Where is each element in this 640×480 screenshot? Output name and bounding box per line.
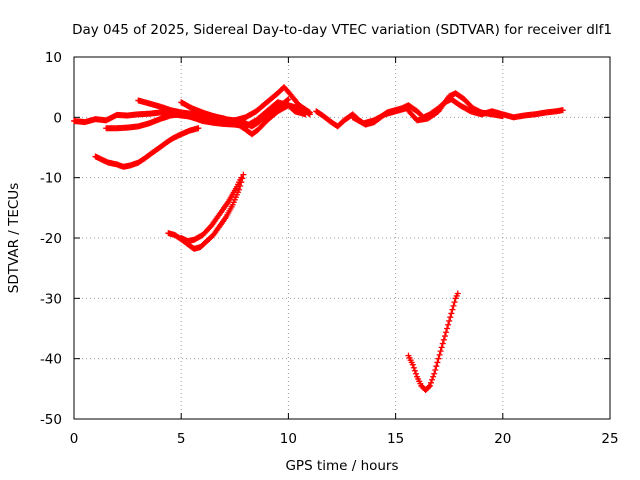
y-tick-label: -20	[40, 231, 62, 247]
y-tick-label: -30	[40, 291, 62, 307]
x-tick-label: 5	[177, 431, 186, 447]
data-point	[434, 359, 441, 366]
data-point	[449, 306, 456, 313]
data-point	[438, 344, 445, 351]
y-tick-label: -50	[40, 412, 62, 428]
data-point	[240, 171, 247, 178]
data-marks	[71, 84, 566, 394]
data-point	[426, 382, 433, 389]
data-point	[450, 302, 457, 309]
data-point	[284, 97, 291, 104]
data-point	[451, 299, 458, 306]
data-point	[409, 361, 416, 368]
series-arc-dip-early	[92, 125, 202, 170]
y-tick-labels: 10 0 -10 -20 -30 -40 -50	[40, 50, 62, 428]
data-point	[425, 383, 432, 390]
series-arc-dip-deep	[405, 290, 461, 394]
data-point	[442, 329, 449, 336]
data-point	[444, 325, 451, 332]
data-point	[306, 111, 313, 118]
chart-title: Day 045 of 2025, Sidereal Day-to-day VTE…	[72, 22, 612, 38]
x-tick-label: 25	[601, 431, 618, 447]
data-point	[439, 340, 446, 347]
data-point	[433, 363, 440, 370]
x-tick-label: 0	[70, 431, 79, 447]
data-point	[437, 348, 444, 355]
data-point	[446, 317, 453, 324]
data-point	[559, 107, 566, 114]
y-axis-label: SDTVAR / TECUs	[6, 183, 22, 293]
data-point	[448, 310, 455, 317]
x-axis-label: GPS time / hours	[285, 458, 398, 474]
data-point	[410, 364, 417, 371]
data-point	[431, 370, 438, 377]
data-point	[412, 370, 419, 377]
data-point	[441, 333, 448, 340]
x-tick-label: 20	[494, 431, 511, 447]
y-tick-label: -40	[40, 352, 62, 368]
series-arc-baseline-4	[178, 99, 313, 138]
data-point	[435, 355, 442, 362]
data-point	[429, 376, 436, 383]
data-point	[445, 321, 452, 328]
data-point	[440, 336, 447, 343]
data-point	[285, 96, 292, 103]
data-point	[430, 373, 437, 380]
y-tick-label: 0	[53, 110, 62, 126]
data-point	[238, 174, 245, 181]
series-arc-dip-mid	[165, 171, 247, 252]
x-tick-label: 15	[387, 431, 404, 447]
tick-marks	[73, 56, 611, 420]
series-arc-dip-lower	[178, 174, 245, 245]
y-tick-label: -10	[40, 171, 62, 187]
data-point	[432, 366, 439, 373]
series-arc-right-baseline	[313, 96, 566, 130]
data-point	[305, 110, 312, 117]
data-point	[236, 186, 243, 193]
data-point	[427, 379, 434, 386]
x-tick-labels: 0 5 10 15 20 25	[70, 431, 619, 447]
x-tick-label: 10	[280, 431, 297, 447]
data-point	[499, 113, 506, 120]
data-point	[447, 314, 454, 321]
series-arc-right-upper	[349, 90, 506, 127]
data-point	[454, 290, 461, 297]
data-point	[411, 367, 418, 374]
y-tick-label: 10	[45, 50, 62, 66]
data-point	[436, 351, 443, 358]
data-point	[195, 125, 202, 132]
